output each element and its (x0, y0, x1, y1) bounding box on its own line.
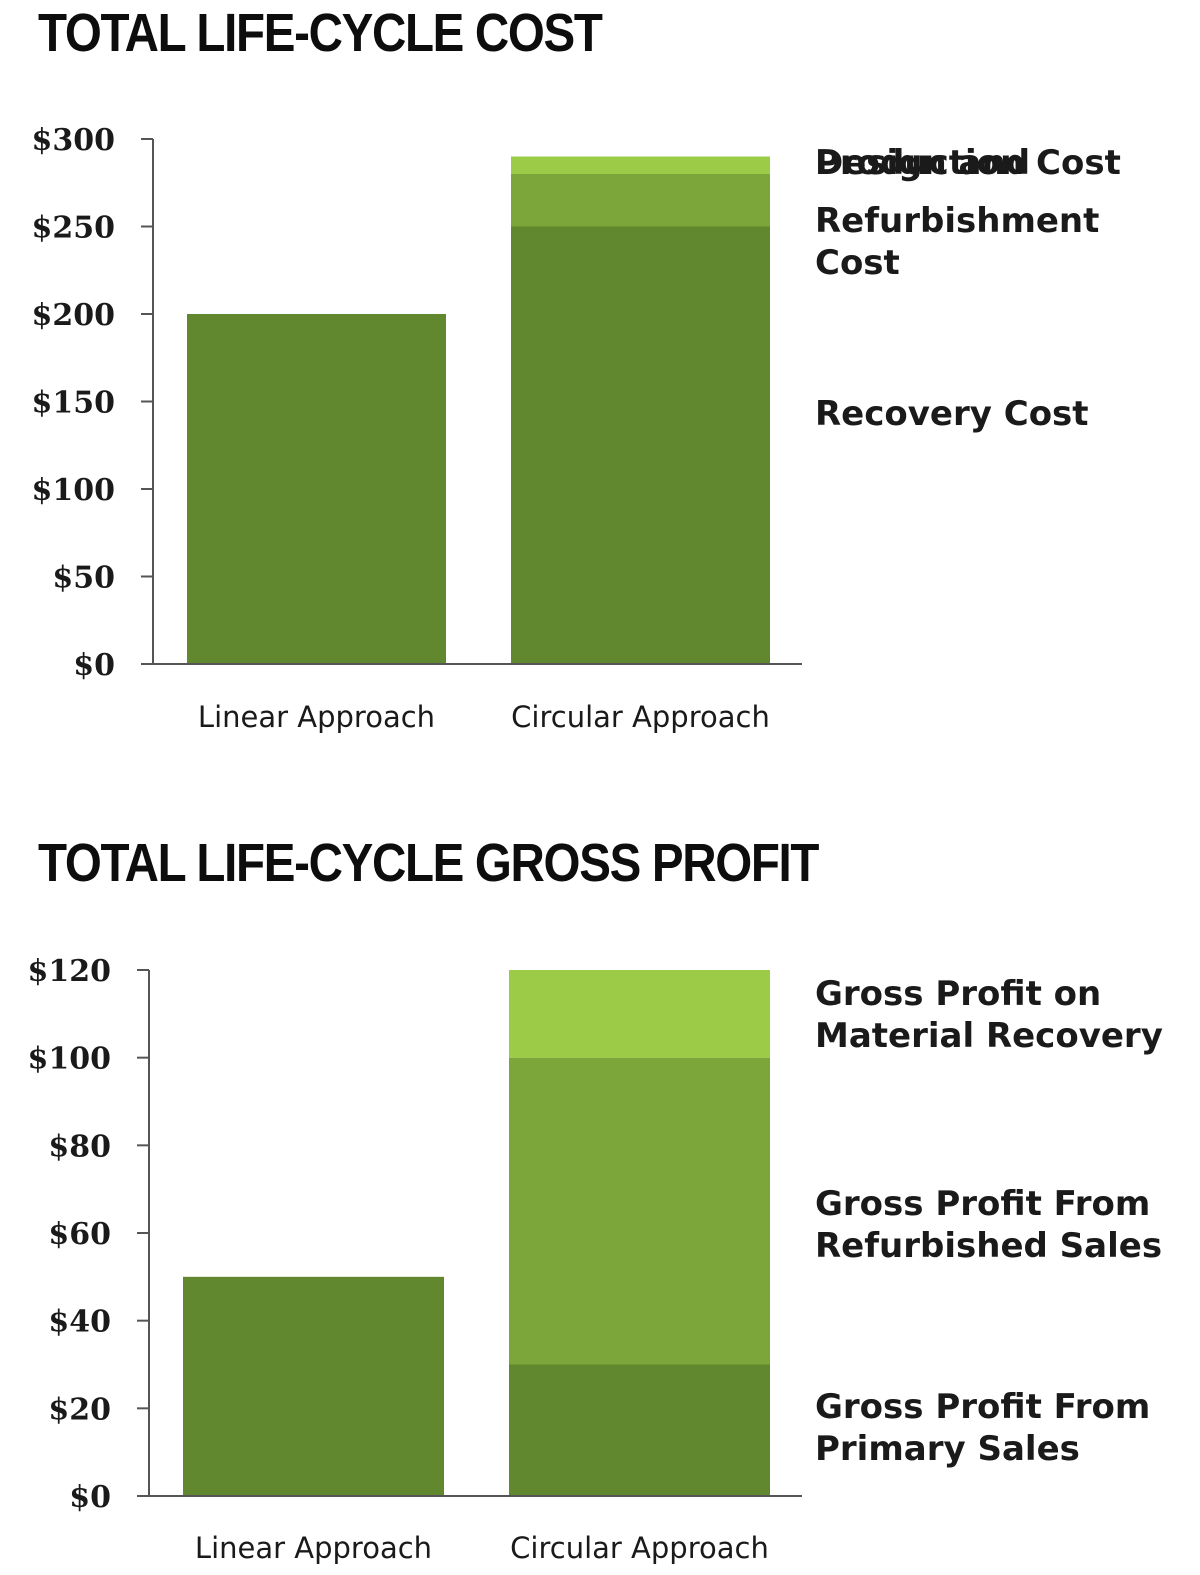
bar-profit-1-series-2 (509, 970, 770, 1058)
y-tick-label: $60 (48, 1217, 111, 1252)
y-tick-label: $50 (52, 561, 115, 596)
bar-profit-1-series-0 (509, 1364, 770, 1496)
cost-chart-title: TOTAL LIFE-CYCLE COST (38, 3, 603, 63)
y-tick-label: $40 (48, 1305, 111, 1340)
category-label: Circular Approach (511, 700, 770, 734)
series-label: Gross Profit on Material Recovery (815, 974, 1163, 1056)
profit-chart-title: TOTAL LIFE-CYCLE GROSS PROFIT (38, 833, 819, 893)
y-tick-label: $80 (48, 1129, 111, 1164)
y-tick-label: $150 (32, 386, 116, 421)
y-tick-label: $100 (28, 1042, 112, 1077)
bar-cost-0-series-0 (187, 314, 446, 664)
bar-cost-1-series-2 (511, 156, 770, 174)
category-label: Linear Approach (198, 700, 435, 734)
bar-cost-1-series-1 (511, 174, 770, 227)
series-label: Gross Profit From Primary Sales (815, 1387, 1150, 1469)
y-tick-label: $300 (32, 123, 116, 158)
y-tick-label: $200 (32, 298, 116, 333)
y-tick-label: $0 (69, 1480, 111, 1515)
y-tick-label: $0 (73, 648, 115, 683)
category-label: Linear Approach (195, 1531, 432, 1565)
bar-cost-1-series-0 (511, 226, 770, 664)
y-tick-label: $20 (48, 1392, 111, 1427)
profit-chart: Linear Approach Circular Approach $0 $20 $40… (28, 954, 1163, 1565)
cost-chart: Linear Approach Circular Approach $0 $50 $10… (32, 123, 1121, 734)
y-tick-label: $100 (32, 473, 116, 508)
cost-chart-block: TOTAL LIFE-CYCLE COST Linear Approach Cir… (0, 0, 1200, 760)
y-tick-label: $120 (28, 954, 112, 989)
bar-profit-0-series-0 (183, 1276, 444, 1496)
y-tick-label: $250 (32, 211, 116, 246)
series-label: Gross Profit From Refurbished Sales (815, 1184, 1162, 1266)
profit-chart-block: TOTAL LIFE-CYCLE GROSS PROFIT Linear App… (0, 830, 1200, 1575)
category-label: Circular Approach (510, 1531, 769, 1565)
series-label: Recovery Cost (815, 394, 1089, 434)
series-label: Design andProduction Cost (815, 143, 1121, 183)
series-label: Refurbishment Cost (815, 201, 1099, 283)
bar-profit-1-series-1 (509, 1057, 770, 1365)
